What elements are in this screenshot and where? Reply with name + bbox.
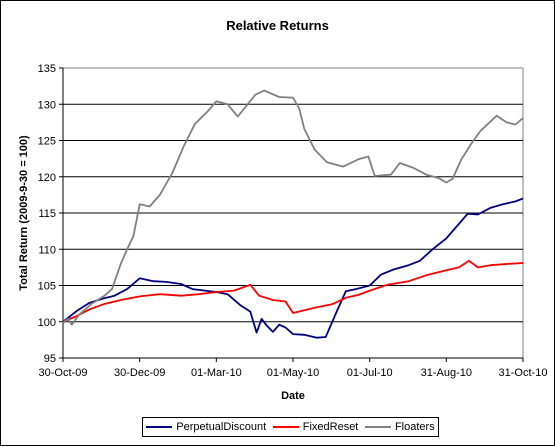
y-tick-label: 105 (38, 281, 56, 293)
y-tick-label: 120 (38, 172, 56, 184)
series-line-fixedreset (62, 259, 524, 323)
x-tick-label: 31-Aug-10 (421, 367, 472, 379)
x-tick-label: 31-Oct-10 (499, 367, 548, 379)
chart-title: Relative Returns (226, 18, 329, 33)
legend-item-floaters: Floaters (364, 421, 435, 433)
legend-label: FixedReset (302, 421, 359, 433)
y-tick-label: 100 (38, 317, 56, 329)
y-tick-label: 95 (44, 353, 56, 365)
series-line-floaters (62, 89, 524, 326)
y-tick-label: 110 (38, 244, 56, 256)
legend-item-fixedreset: FixedReset (272, 421, 359, 433)
legend-swatch (272, 426, 299, 428)
x-tick-label: 01-Mar-10 (191, 367, 242, 379)
series-line-perpetualdiscount (62, 197, 524, 339)
legend-swatch (146, 426, 173, 428)
y-tick-label: 130 (38, 99, 56, 111)
legend-item-perpetualdiscount: PerpetualDiscount (146, 421, 266, 433)
legend-label: PerpetualDiscount (176, 421, 267, 433)
x-tick-label: 30-Oct-09 (39, 367, 88, 379)
legend-swatch (364, 426, 391, 428)
y-tick-label: 115 (38, 208, 56, 220)
legend-label: Floaters (394, 421, 435, 433)
y-tick-label: 135 (38, 63, 56, 75)
chart-legend: PerpetualDiscount FixedReset Floaters (142, 417, 439, 437)
x-tick-label: 30-Dec-09 (114, 367, 165, 379)
y-tick-label: 125 (38, 136, 56, 148)
x-tick-label: 01-Jul-10 (347, 367, 393, 379)
x-axis-title: Date (281, 390, 305, 402)
x-tick-label: 01-May-10 (267, 367, 320, 379)
y-axis-title: Total Return (2009-9-30 = 100) (18, 135, 30, 291)
